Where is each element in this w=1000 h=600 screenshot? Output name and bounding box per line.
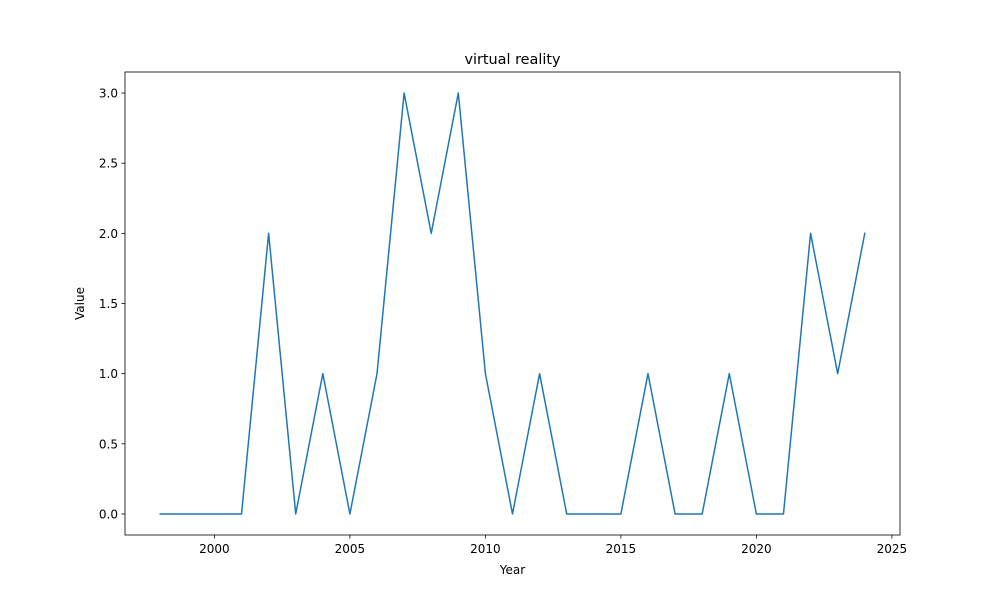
y-tick-label: 3.0 [99,87,118,101]
series-line [159,92,866,515]
y-tick-label: 2.0 [99,227,118,241]
plot-area [125,72,900,535]
x-tick-label: 2000 [199,542,230,556]
x-tick-label: 2005 [335,542,366,556]
x-tick-label: 2010 [470,542,501,556]
x-tick-label: 2025 [877,542,908,556]
y-tick-label: 0.5 [99,437,118,451]
x-tick-label: 2015 [606,542,637,556]
y-axis-label: Value [73,287,87,320]
y-tick-label: 1.5 [99,297,118,311]
chart-title: virtual reality [464,52,560,68]
y-tick-label: 2.5 [99,157,118,171]
y-tick-label: 1.0 [99,367,118,381]
x-tick-label: 2020 [741,542,772,556]
y-tick-label: 0.0 [99,507,118,521]
x-axis-label: Year [499,563,525,577]
